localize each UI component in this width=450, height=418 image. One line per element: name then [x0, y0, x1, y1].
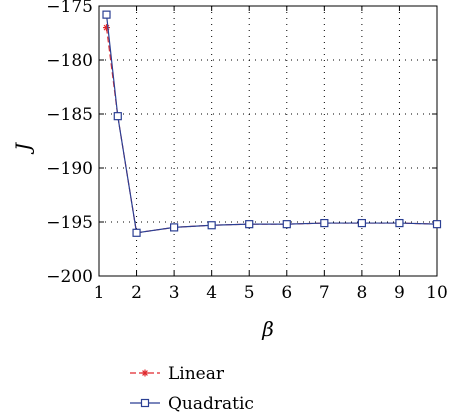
x-tick-label: 8 [356, 283, 367, 303]
legend: Linear Quadratic [130, 364, 254, 414]
data-point-quadratic [132, 228, 141, 237]
data-point-quadratic [102, 10, 111, 19]
x-tick-label: 6 [281, 283, 292, 303]
legend-item-linear: Linear [130, 364, 225, 384]
data-point-quadratic [207, 221, 216, 230]
marker-stroke [142, 370, 148, 376]
x-tick-label: 5 [244, 283, 255, 303]
x-tick-label: 4 [206, 283, 217, 303]
y-tick-label: −190 [46, 159, 93, 179]
data-point-linear [103, 24, 111, 32]
legend-marker-quadratic [140, 398, 150, 408]
legend-item-quadratic: Quadratic [130, 394, 254, 414]
data-point-quadratic [282, 220, 291, 229]
data-point-quadratic [357, 218, 366, 228]
x-tick-label: 10 [426, 283, 448, 303]
series-linear [103, 24, 441, 237]
data-point-quadratic [245, 220, 254, 229]
series-line-quadratic [105, 14, 438, 234]
legend-marker-linear [141, 369, 149, 377]
grid [99, 6, 437, 276]
x-tick-label: 7 [319, 283, 330, 303]
data-point-quadratic [395, 218, 404, 228]
plot-area-frame [98, 5, 438, 277]
y-tick-label: −195 [46, 213, 93, 233]
data-point-quadratic [320, 218, 329, 228]
y-tick-label: −175 [46, 0, 93, 17]
x-axis-label: β [261, 317, 274, 341]
series-layer [102, 10, 442, 237]
x-tick-label: 3 [169, 283, 180, 303]
y-tick-label: −180 [46, 51, 93, 71]
series-quadratic [102, 10, 442, 237]
x-tick-label: 2 [131, 283, 142, 303]
data-point-quadratic [170, 223, 179, 232]
series-line-linear [105, 27, 438, 234]
x-tick-label: 9 [394, 283, 405, 303]
axis-ticks: 1 2 3 4 5 6 7 8 9 10 −175 −180 −185 −190 −195 −200 [46, 0, 448, 303]
y-axis-label: J [11, 142, 35, 155]
data-point-quadratic [113, 112, 122, 121]
legend-label-quadratic: Quadratic [168, 394, 254, 414]
legend-label-linear: Linear [168, 364, 225, 384]
y-tick-label: −200 [46, 267, 93, 287]
x-tick-label: 1 [94, 283, 105, 303]
y-tick-label: −185 [46, 105, 93, 125]
data-point-quadratic [432, 220, 442, 229]
